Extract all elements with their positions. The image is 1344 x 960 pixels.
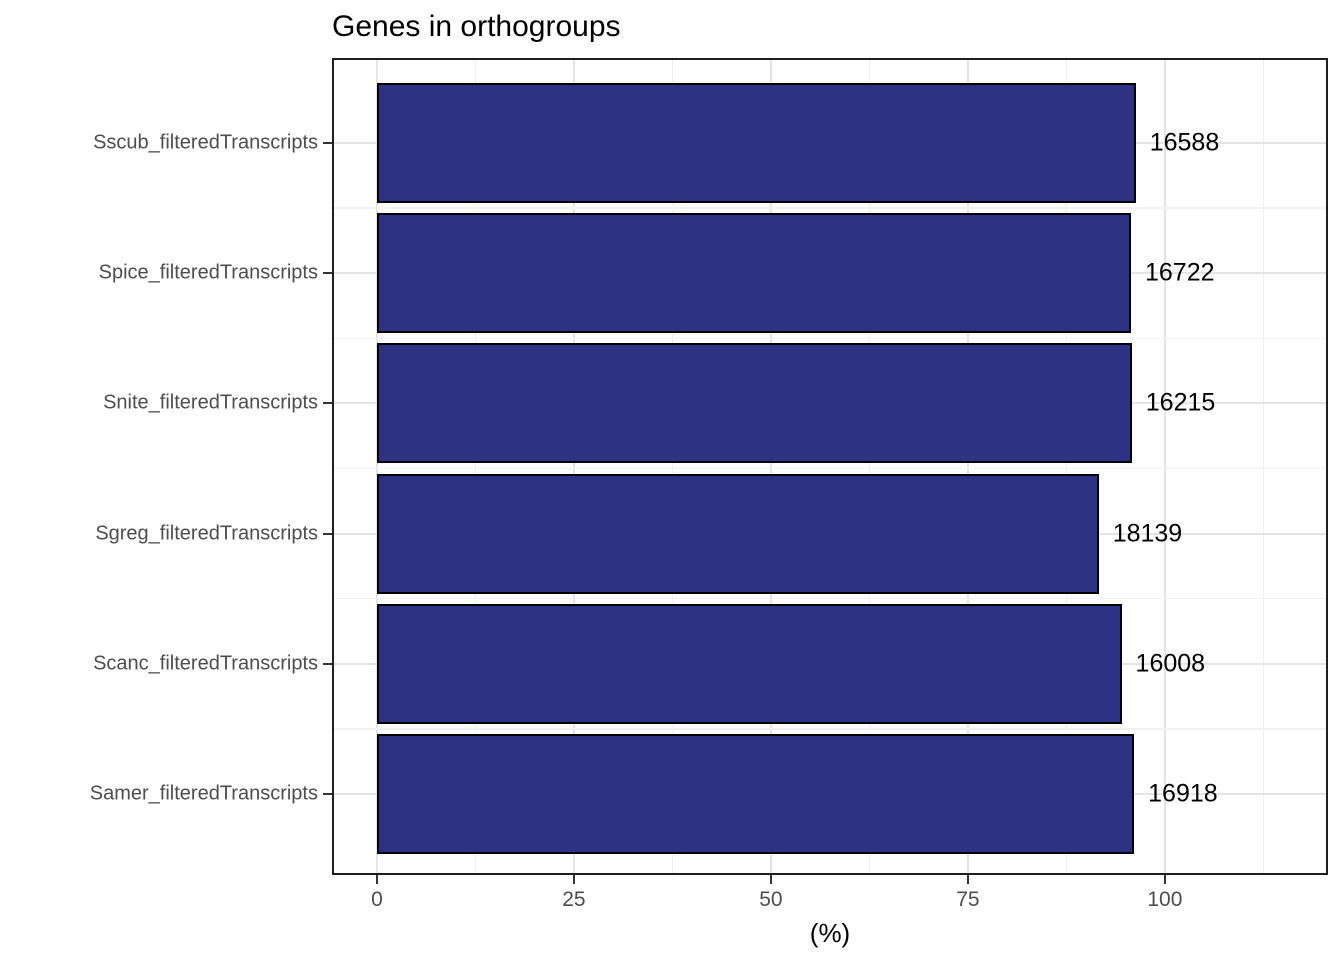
y-axis-tick [323,792,332,796]
bar [376,603,1122,724]
bar-value-label: 18139 [1112,519,1183,548]
bar-value-label: 16588 [1149,128,1220,157]
gridline-vertical-minor [868,58,871,875]
x-axis-tick [1163,875,1166,884]
bar [376,473,1099,594]
x-axis-label: 50 [759,888,783,911]
gridline-vertical-minor [474,58,477,875]
gridline-vertical-minor [671,58,674,875]
gridline-vertical-major [572,58,575,875]
y-axis-label: Scanc_filteredTranscripts [93,652,318,675]
gridline-horizontal-minor [332,728,1328,730]
y-axis-tick [323,141,332,145]
x-axis-tick [572,875,575,884]
y-axis-tick [323,532,332,535]
gridline-horizontal-minor [332,597,1328,600]
gridline-vertical-major [769,58,772,875]
gridline-vertical-minor [1065,58,1068,875]
y-axis-tick [323,402,332,405]
gridline-vertical-major [966,58,969,875]
gridline-vertical-major [375,58,378,875]
y-axis-label: Samer_filteredTranscripts [89,782,318,805]
gridline-horizontal-minor [332,337,1328,340]
x-axis-tick [769,875,772,884]
x-axis-label: 25 [562,888,586,911]
y-axis-label: Sscub_filteredTranscripts [93,131,318,154]
bar [376,343,1132,464]
y-axis-label: Spice_filteredTranscripts [98,261,318,284]
gridline-vertical-minor [1262,58,1265,875]
bar-value-label: 16722 [1145,258,1215,287]
plot-panel: 16588 16722 16215 18139 16008 16918 [332,58,1328,875]
bar [376,83,1136,203]
x-axis-title: (%) [809,918,851,948]
x-axis-label: 100 [1147,888,1183,911]
bar [376,734,1135,854]
x-axis-tick [375,875,378,884]
x-axis-label: 75 [956,888,980,911]
x-axis-label: 0 [371,888,383,911]
bar-value-label: 16215 [1145,388,1216,417]
gridline-horizontal-minor [332,467,1328,470]
bar-value-label: 16008 [1135,649,1206,678]
chart-title: Genes in orthogroups [332,10,621,43]
y-axis-label: Sgreg_filteredTranscripts [95,522,318,545]
bar-value-label: 16918 [1148,779,1218,808]
x-axis-tick [966,875,969,884]
y-axis-tick [323,662,332,665]
y-axis-label: Snite_filteredTranscripts [103,391,318,414]
gridline-horizontal-minor [332,207,1328,209]
y-axis-tick [323,272,332,275]
gridline-vertical-major [1163,58,1166,875]
bar [376,213,1131,334]
